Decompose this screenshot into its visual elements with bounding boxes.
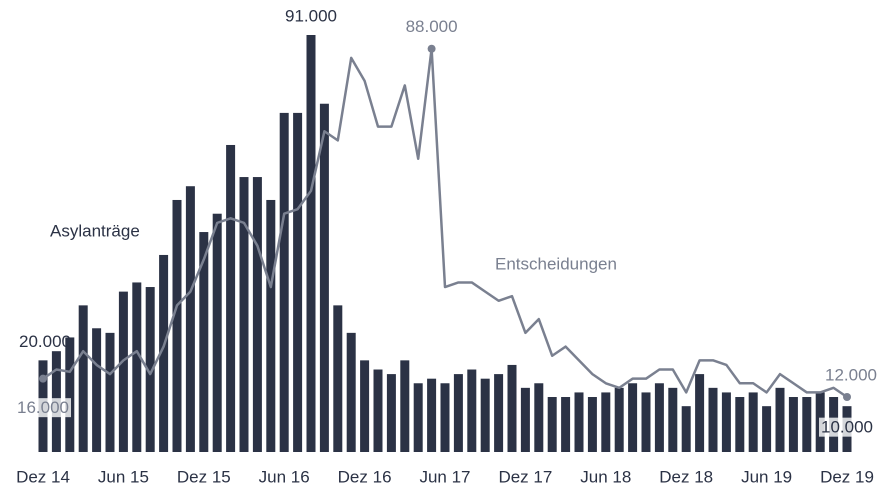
value-label: 88.000	[406, 17, 458, 36]
x-tick-label: Dez 19	[820, 467, 874, 486]
bar	[654, 383, 664, 452]
bar	[748, 392, 758, 452]
value-label: 12.000	[825, 365, 877, 384]
label-background	[15, 398, 71, 418]
value-label: 16.000	[17, 398, 69, 417]
bar	[561, 397, 571, 452]
x-tick-label: Jun 19	[741, 467, 792, 486]
bar	[534, 383, 544, 452]
bar	[413, 383, 423, 452]
bar	[199, 232, 209, 452]
bar	[105, 332, 115, 452]
bar	[614, 387, 624, 452]
bar	[118, 291, 128, 452]
bar	[440, 383, 450, 452]
label-background	[819, 417, 875, 437]
bar	[788, 397, 798, 452]
value-label: 20.000	[19, 332, 71, 351]
bar	[735, 397, 745, 452]
marker	[39, 374, 47, 383]
x-tick-label: Dez 17	[498, 467, 552, 486]
x-tick-label: Dez 16	[338, 467, 392, 486]
bar	[78, 305, 88, 452]
bar	[802, 397, 812, 452]
bar	[520, 387, 530, 452]
bar	[386, 374, 396, 452]
bar	[507, 364, 517, 452]
bar	[547, 397, 557, 452]
bar	[279, 112, 289, 453]
bar	[480, 378, 490, 452]
bar	[319, 103, 329, 452]
bar	[172, 199, 182, 452]
bar	[427, 378, 437, 452]
value-label: 10.000	[821, 418, 873, 437]
x-tick-label: Jun 15	[98, 467, 149, 486]
bar	[226, 144, 236, 452]
bar	[145, 287, 155, 452]
bar	[293, 112, 303, 453]
bar	[333, 305, 343, 452]
bar	[574, 392, 584, 452]
annotation: Asylanträge	[50, 221, 140, 240]
marker	[843, 393, 851, 402]
bar	[601, 392, 611, 452]
bar	[695, 374, 705, 452]
bar	[132, 282, 142, 452]
bar	[185, 186, 195, 452]
bar	[708, 387, 718, 452]
bar	[360, 360, 370, 452]
bar	[65, 337, 75, 452]
annotation: Entscheidungen	[495, 254, 617, 273]
x-tick-label: Jun 17	[419, 467, 470, 486]
bar	[159, 254, 169, 452]
bar	[306, 35, 316, 452]
bar	[762, 406, 772, 452]
x-tick-label: Dez 15	[177, 467, 231, 486]
marker	[427, 44, 436, 53]
bar	[775, 387, 785, 452]
bar	[346, 332, 356, 452]
bar	[212, 213, 222, 452]
bar	[453, 374, 463, 452]
bar	[494, 374, 504, 452]
x-tick-label: Dez 18	[659, 467, 713, 486]
value-label: 91.000	[285, 6, 337, 25]
bar	[668, 387, 678, 452]
bar	[92, 328, 102, 452]
line	[42, 47, 848, 399]
bar	[628, 383, 638, 452]
bar	[252, 177, 262, 453]
bar	[467, 369, 477, 452]
x-tick-label: Dez 14	[16, 467, 70, 486]
bar	[587, 397, 597, 452]
x-tick-label: Jun 16	[259, 467, 310, 486]
bar	[400, 360, 410, 452]
bar	[239, 177, 249, 453]
bar	[721, 392, 731, 452]
bar	[681, 406, 691, 452]
x-tick-label: Jun 18	[580, 467, 631, 486]
bar	[641, 392, 651, 452]
bar	[373, 369, 383, 452]
bar	[266, 199, 276, 452]
